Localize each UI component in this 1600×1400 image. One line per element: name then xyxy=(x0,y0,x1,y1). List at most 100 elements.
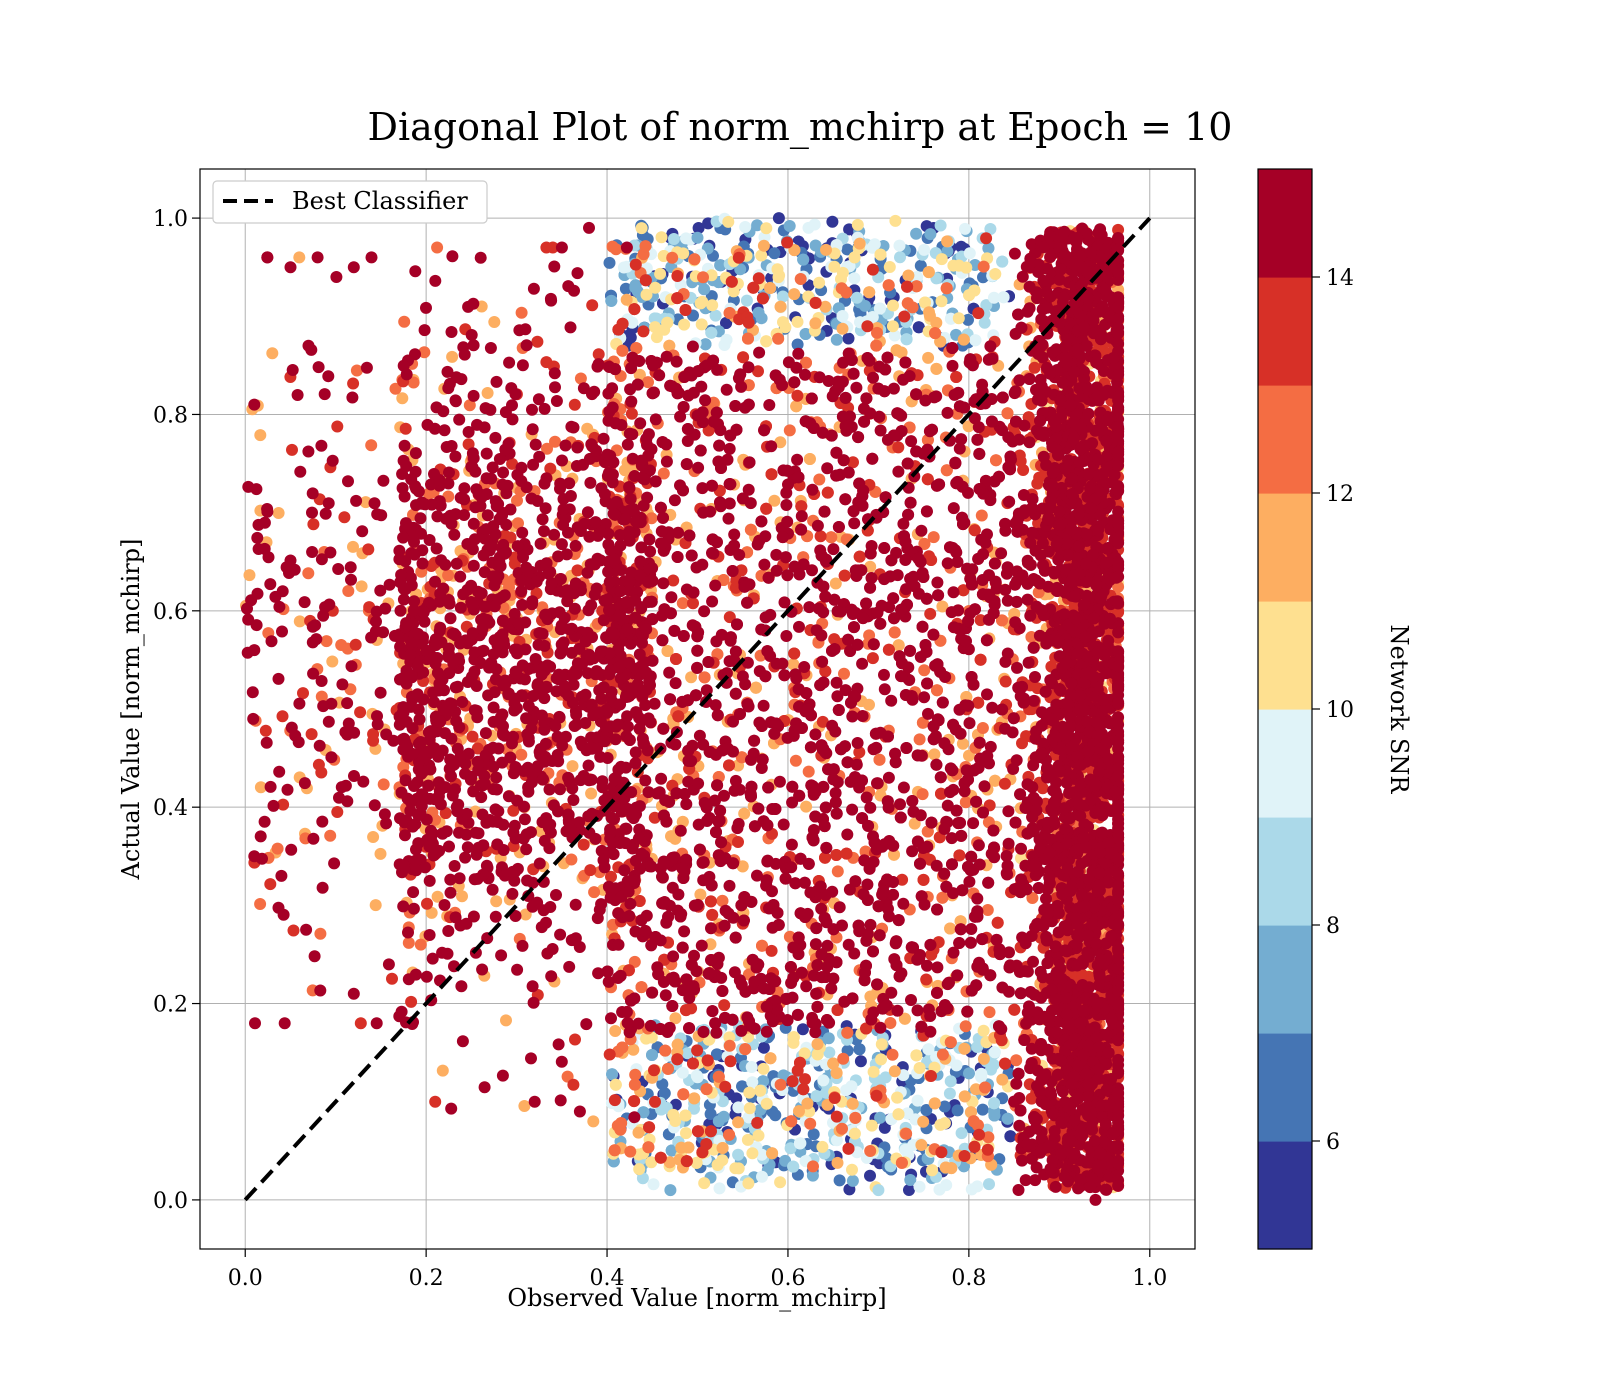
scatter-point xyxy=(817,1074,830,1087)
scatter-point xyxy=(825,531,838,544)
scatter-point xyxy=(848,251,861,264)
scatter-point xyxy=(851,218,864,231)
scatter-point xyxy=(988,1046,1001,1059)
scatter-point xyxy=(900,333,913,346)
scatter-point xyxy=(975,509,988,522)
scatter-point xyxy=(706,908,719,921)
scatter-point xyxy=(853,550,866,563)
scatter-point xyxy=(671,270,684,282)
scatter-point xyxy=(875,1038,888,1051)
scatter-point xyxy=(796,1023,809,1036)
scatter-point xyxy=(968,1140,981,1153)
scatter-point xyxy=(732,1148,745,1161)
scatter-point xyxy=(490,895,503,908)
scatter-point xyxy=(791,315,804,328)
scatter-point xyxy=(455,980,468,993)
scatter-point xyxy=(571,564,584,577)
scatter-point xyxy=(760,1097,773,1110)
scatter-point xyxy=(681,1047,694,1060)
scatter-point xyxy=(918,664,931,677)
scatter-point xyxy=(861,320,874,333)
scatter-point xyxy=(654,1151,667,1164)
scatter-point xyxy=(835,282,848,295)
scatter-point xyxy=(276,710,289,723)
scatter-point xyxy=(987,1058,1000,1071)
scatter-point xyxy=(658,1087,671,1100)
scatter-point xyxy=(307,518,320,531)
scatter-point xyxy=(705,326,718,339)
scatter-point xyxy=(646,1049,658,1061)
scatter-point xyxy=(788,647,801,660)
scatter-point xyxy=(620,260,633,273)
scatter-point xyxy=(983,1178,995,1191)
scatter-point xyxy=(286,443,298,456)
scatter-point xyxy=(848,1127,861,1140)
scatter-point xyxy=(808,218,821,231)
scatter-point xyxy=(531,335,544,348)
scatter-point xyxy=(680,1127,692,1140)
scatter-point xyxy=(998,777,1011,790)
scatter-point xyxy=(605,294,618,307)
scatter-point xyxy=(799,1073,811,1086)
scatter-point xyxy=(980,232,993,245)
scatter-point xyxy=(484,342,497,354)
scatter-point xyxy=(894,811,907,824)
scatter-point xyxy=(842,1142,855,1155)
scatter-point xyxy=(944,1036,957,1049)
scatter-point xyxy=(976,933,989,946)
scatter-point xyxy=(271,842,284,855)
scatter-point xyxy=(1003,495,1016,508)
scatter-point xyxy=(697,271,709,284)
scatter-point xyxy=(467,559,480,572)
scatter-point xyxy=(811,1048,824,1061)
scatter-point xyxy=(386,972,398,985)
scatter-point xyxy=(945,1162,958,1175)
scatter-point xyxy=(848,272,861,285)
scatter-point xyxy=(809,938,822,951)
scatter-point xyxy=(740,294,753,307)
scatter-point xyxy=(830,333,843,346)
scatter-point xyxy=(976,722,989,734)
scatter-point xyxy=(712,1070,725,1083)
scatter-point xyxy=(724,1055,737,1068)
scatter-point xyxy=(612,323,625,336)
scatter-point xyxy=(680,1155,693,1168)
scatter-point xyxy=(836,310,849,323)
scatter-point xyxy=(791,338,804,351)
scatter-point xyxy=(935,295,948,308)
scatter-point xyxy=(677,1088,690,1101)
scatter-point xyxy=(515,306,528,319)
scatter-point xyxy=(863,698,875,711)
scatter-point xyxy=(922,266,935,279)
scatter-point xyxy=(963,289,976,302)
scatter-point xyxy=(734,263,747,276)
scatter-point xyxy=(367,734,380,747)
scatter-point xyxy=(757,1062,770,1075)
scatter-point xyxy=(402,936,415,949)
scatter-point xyxy=(414,938,427,951)
scatter-point xyxy=(783,220,796,232)
scatter-point xyxy=(936,891,949,904)
scatter-point xyxy=(934,1118,947,1131)
scatter-point xyxy=(751,1116,764,1129)
scatter-point xyxy=(678,318,691,331)
scatter-point xyxy=(661,316,674,329)
scatter-point xyxy=(797,1083,810,1096)
scatter-point xyxy=(790,400,803,413)
scatter-point xyxy=(711,1158,724,1171)
scatter-point xyxy=(957,1160,970,1173)
scatter-point xyxy=(287,924,300,937)
scatter-point xyxy=(710,1048,723,1061)
scatter-point xyxy=(687,1057,699,1070)
scatter-point xyxy=(768,247,781,260)
scatter-point xyxy=(806,1169,819,1182)
scatter-point xyxy=(925,816,938,829)
scatter-point xyxy=(781,1014,794,1027)
scatter-point xyxy=(814,530,827,543)
scatter-point xyxy=(629,258,642,271)
scatter-point xyxy=(338,511,351,524)
scatter-point xyxy=(746,1147,759,1160)
scatter-point xyxy=(828,260,841,273)
scatter-point xyxy=(952,259,965,272)
scatter-point xyxy=(374,847,387,860)
